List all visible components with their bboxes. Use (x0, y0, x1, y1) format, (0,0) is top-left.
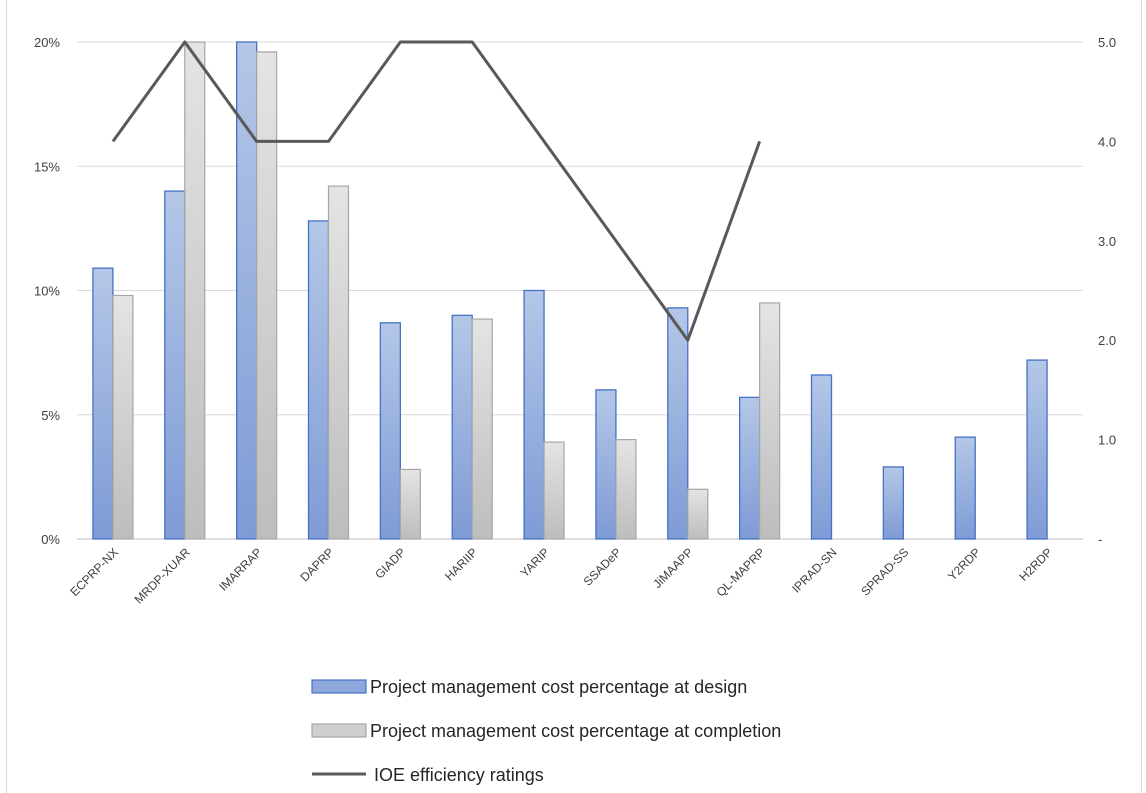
category-label: GIADP (372, 545, 408, 581)
bar-completion (256, 51, 278, 540)
right-tick-label: 4.0 (1098, 134, 1116, 149)
bar-design (523, 289, 545, 540)
left-tick-label: 10% (34, 284, 60, 299)
left-tick-label: 20% (34, 35, 60, 50)
bar-design (164, 190, 186, 540)
legend-label-design: Project management cost percentage at de… (370, 677, 747, 697)
bar-completion (112, 294, 134, 540)
category-label: SSADeP (581, 545, 624, 588)
right-tick-label: - (1098, 532, 1102, 547)
right-tick-label: 3.0 (1098, 234, 1116, 249)
bar-design (882, 466, 905, 540)
category-label: ECPRP-NX (67, 545, 121, 599)
bar-design (810, 374, 833, 540)
legend-item-ioe: IOE efficiency ratings (312, 765, 544, 785)
bar-completion (471, 318, 493, 540)
category-label: QL-MAPRP (714, 545, 768, 599)
category-label: H2RDP (1017, 545, 1056, 584)
bar-design (451, 314, 473, 540)
bar-completion (543, 441, 565, 540)
bar-design (92, 267, 114, 540)
right-tick-label: 1.0 (1098, 433, 1116, 448)
category-label: MRDP-XUAR (132, 545, 194, 607)
line-ioe-ratings (111, 40, 762, 342)
left-tick-label: 5% (41, 408, 60, 423)
bar-completion (399, 468, 421, 540)
category-labels: ECPRP-NX MRDP-XUAR IMARRAP DAPRP GIADP HARIIP… (67, 545, 1055, 607)
bar-design (954, 436, 976, 540)
right-axis-ticks: - 1.0 2.0 3.0 4.0 5.0 (1098, 35, 1116, 547)
line-series (111, 40, 762, 342)
legend-swatch-completion (311, 723, 367, 738)
category-label: Y2RDP (945, 545, 983, 583)
bar-completion (615, 439, 637, 540)
category-label: IMARRAP (216, 545, 265, 594)
legend-label-completion: Project management cost percentage at co… (370, 721, 781, 741)
legend-label-ioe: IOE efficiency ratings (374, 765, 544, 785)
bar-design (738, 396, 761, 540)
left-axis-ticks: 0% 5% 10% 15% 20% (34, 35, 60, 547)
legend: Project management cost percentage at de… (311, 677, 781, 785)
category-label: YARIP (517, 545, 552, 580)
bar-design (1026, 359, 1048, 540)
legend-item-design: Project management cost percentage at de… (311, 677, 747, 697)
legend-item-completion: Project management cost percentage at co… (311, 721, 781, 741)
category-label: SPRAD-SS (858, 545, 911, 598)
left-tick-label: 0% (41, 532, 60, 547)
category-label: HARIIP (442, 545, 480, 583)
category-label: IPRAD-SN (789, 545, 839, 595)
bar-design (379, 322, 402, 540)
bar-design (667, 307, 689, 540)
gridlines (77, 41, 1083, 540)
bar-completion (687, 488, 709, 540)
chart-frame (6, 0, 1142, 793)
bar-completion (327, 185, 350, 540)
category-label: JiMAAPP (650, 545, 696, 591)
category-label: DAPRP (297, 545, 336, 584)
bar-completion (759, 302, 781, 540)
bar-design (595, 389, 617, 540)
legend-swatch-design (311, 679, 367, 694)
left-tick-label: 15% (34, 159, 60, 174)
bar-series (92, 41, 1048, 540)
bar-completion (184, 41, 206, 540)
right-tick-label: 2.0 (1098, 333, 1116, 348)
bar-design (307, 220, 330, 540)
right-tick-label: 5.0 (1098, 35, 1116, 50)
